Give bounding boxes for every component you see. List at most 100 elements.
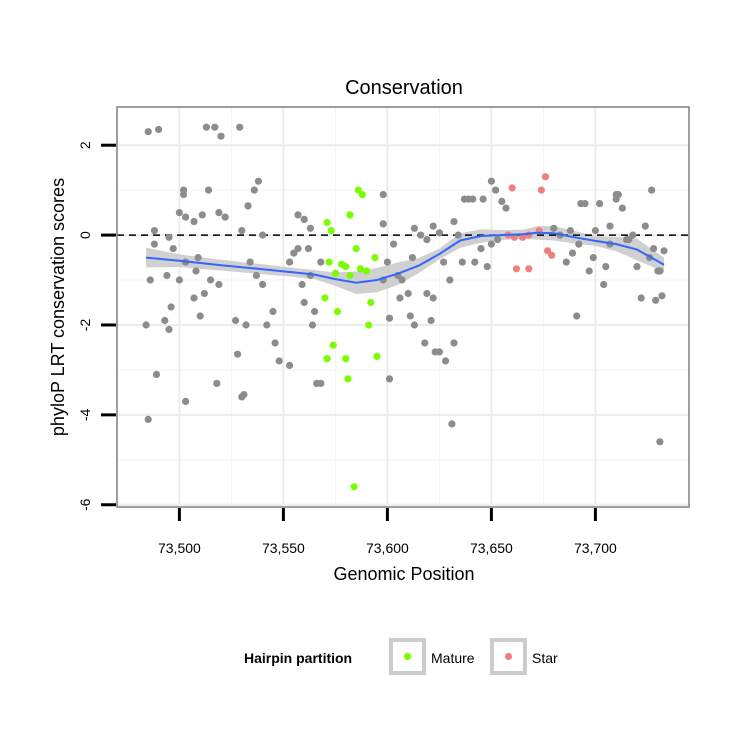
data-point-other: [192, 267, 200, 275]
data-point-other: [614, 191, 622, 199]
data-point-other: [637, 294, 645, 302]
data-point-other: [390, 240, 398, 248]
data-point-other: [175, 209, 183, 217]
x-axis-title: Genomic Position: [333, 564, 474, 584]
data-point-other: [250, 186, 258, 194]
data-point-other: [383, 258, 391, 266]
data-point-other: [165, 233, 173, 241]
data-point-other: [263, 321, 271, 329]
data-point-other: [304, 245, 312, 253]
data-point-other: [161, 316, 169, 325]
data-point-other: [240, 391, 248, 399]
data-point-other: [308, 321, 317, 329]
data-point-other: [596, 200, 604, 208]
data-point-other: [577, 200, 585, 208]
data-point-other: [406, 312, 414, 320]
y-tick-label: -6: [77, 498, 93, 511]
data-point-other: [602, 263, 610, 271]
plot-panel-border: [116, 106, 690, 508]
data-point-mature: [346, 211, 354, 219]
data-point-other: [427, 316, 435, 325]
data-point-mature: [371, 254, 379, 262]
data-point-other: [573, 312, 581, 320]
data-point-other: [487, 240, 495, 248]
x-tick-label: 73,600: [366, 540, 409, 556]
data-point-other: [429, 294, 437, 302]
data-point-other: [294, 245, 302, 253]
data-point-other: [429, 222, 437, 230]
data-point-mature: [352, 245, 360, 253]
y-axis: -6 -4 -2 0 2: [77, 141, 116, 511]
data-point-other: [194, 254, 202, 262]
data-point-mature: [325, 258, 333, 266]
data-point-other: [410, 224, 418, 232]
data-point-other: [575, 240, 583, 248]
data-point-other: [585, 267, 593, 275]
data-point-other: [175, 276, 183, 284]
data-point-other: [566, 227, 575, 235]
data-point-other: [167, 303, 175, 311]
data-point-other: [286, 258, 294, 266]
data-point-other: [450, 339, 458, 347]
data-point-other: [562, 258, 570, 266]
data-points: [142, 123, 668, 491]
data-point-other: [396, 294, 404, 302]
confidence-band: [146, 226, 665, 294]
data-point-mature: [363, 267, 371, 275]
data-point-other: [410, 321, 418, 329]
data-point-other: [242, 321, 250, 329]
data-point-other: [550, 224, 558, 232]
data-point-other: [479, 195, 487, 203]
y-axis-title: phyloP LRT conservation scores: [48, 178, 68, 436]
data-point-other: [298, 280, 306, 289]
data-point-other: [398, 276, 406, 284]
data-point-star: [525, 265, 533, 273]
data-point-other: [269, 307, 277, 316]
data-point-other: [446, 276, 454, 284]
data-point-other: [144, 415, 152, 423]
data-point-other: [483, 263, 491, 271]
data-point-other: [385, 314, 394, 322]
data-point-other: [652, 296, 660, 304]
data-point-other: [190, 294, 198, 302]
data-point-other: [200, 289, 208, 298]
data-point-other: [379, 191, 387, 199]
data-point-mature: [358, 191, 366, 199]
data-point-other: [435, 229, 443, 237]
data-point-other: [440, 258, 448, 266]
data-point-other: [169, 245, 177, 253]
data-point-other: [207, 276, 215, 284]
data-point-other: [294, 211, 302, 219]
data-point-other: [656, 438, 664, 446]
data-point-other: [448, 420, 456, 428]
legend: Hairpin partition Mature Star: [244, 638, 558, 675]
data-point-other: [215, 280, 223, 289]
data-point-star: [537, 186, 545, 194]
data-point-other: [568, 249, 577, 257]
data-point-other: [589, 254, 597, 262]
data-point-other: [286, 361, 294, 369]
data-point-other: [165, 325, 173, 334]
data-point-other: [259, 231, 267, 239]
data-point-other: [150, 227, 158, 235]
data-point-other: [454, 231, 462, 239]
data-point-other: [600, 280, 608, 289]
data-point-other: [606, 222, 614, 230]
data-point-other: [155, 125, 163, 134]
data-point-other: [254, 177, 262, 185]
data-point-mature: [342, 355, 350, 363]
y-tick-label: -2: [77, 319, 93, 332]
data-point-star: [519, 233, 527, 241]
data-point-other: [408, 254, 416, 262]
data-point-other: [300, 215, 308, 223]
y-tick-label: 0: [77, 231, 93, 239]
data-point-mature: [323, 218, 331, 227]
data-point-mature: [356, 265, 364, 273]
data-point-other: [238, 227, 246, 235]
grid-lines: [117, 107, 689, 507]
data-point-other: [232, 316, 240, 325]
data-point-other: [317, 258, 325, 266]
data-point-other: [660, 247, 668, 255]
x-tick-label: 73,650: [470, 540, 513, 556]
